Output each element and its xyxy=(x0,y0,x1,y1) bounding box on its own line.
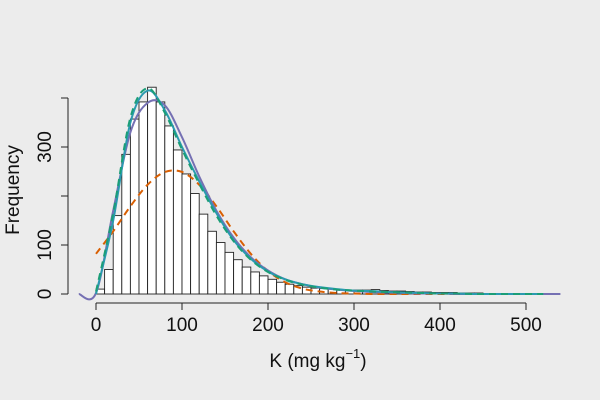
bar xyxy=(198,213,209,295)
x-axis-title-tail: ) xyxy=(360,351,366,372)
bar xyxy=(104,269,114,295)
bar xyxy=(138,101,149,295)
bar xyxy=(164,125,174,295)
density-curve xyxy=(95,87,544,296)
x-tick-label: 0 xyxy=(91,315,102,336)
bar xyxy=(155,101,166,295)
y-tick-label: 0 xyxy=(35,289,56,300)
x-axis-title-text: K (mg kg xyxy=(269,351,345,372)
bar xyxy=(121,153,131,295)
bar xyxy=(224,251,235,295)
bar xyxy=(250,271,260,295)
bar xyxy=(284,283,295,295)
bar xyxy=(258,275,269,295)
bar xyxy=(207,230,217,295)
bar xyxy=(241,266,252,295)
bar xyxy=(181,173,192,295)
x-tick-label: 500 xyxy=(510,315,542,336)
y-tick-label: 300 xyxy=(35,131,56,163)
y-tick-label: 100 xyxy=(35,229,56,261)
bar xyxy=(112,215,123,295)
y-axis-title: Frequency xyxy=(3,145,24,235)
density-curve xyxy=(95,169,544,296)
x-tick-label: 400 xyxy=(424,315,456,336)
bar xyxy=(147,86,157,295)
bar xyxy=(215,242,226,295)
x-axis-title: K (mg kg−1) xyxy=(269,346,366,372)
bar xyxy=(233,259,243,295)
x-tick-label: 200 xyxy=(252,315,284,336)
x-tick-label: 100 xyxy=(166,315,198,336)
bar xyxy=(267,278,278,295)
bar xyxy=(190,193,200,295)
bar xyxy=(129,118,140,295)
x-tick-label: 300 xyxy=(338,315,370,336)
x-axis-title-sup: −1 xyxy=(345,346,360,361)
bar xyxy=(276,281,286,295)
